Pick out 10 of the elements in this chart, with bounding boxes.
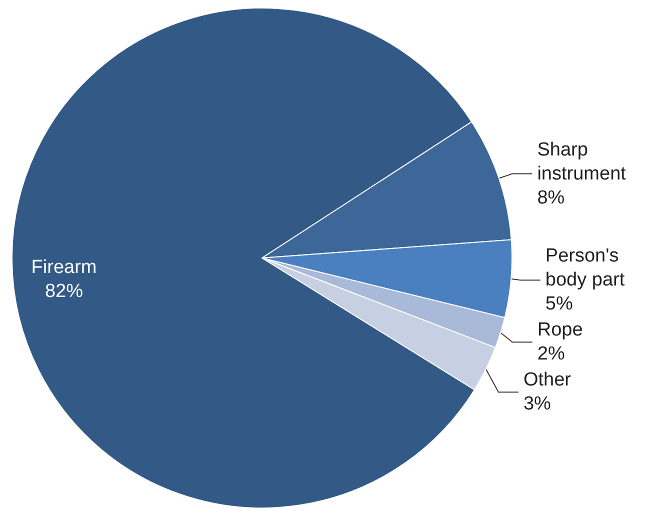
data-label: 82% bbox=[44, 280, 84, 302]
data-label: 2% bbox=[537, 344, 565, 365]
slice-label: Other bbox=[523, 370, 572, 391]
slice-label: Rope bbox=[537, 320, 583, 341]
data-label: 3% bbox=[523, 394, 552, 415]
data-label: 5% bbox=[545, 294, 573, 315]
data-label: 8% bbox=[537, 187, 565, 208]
slice-label: Firearm bbox=[31, 256, 97, 278]
slice-label: Sharp instrument bbox=[537, 139, 627, 184]
slice-label: Person's body part bbox=[545, 246, 626, 291]
